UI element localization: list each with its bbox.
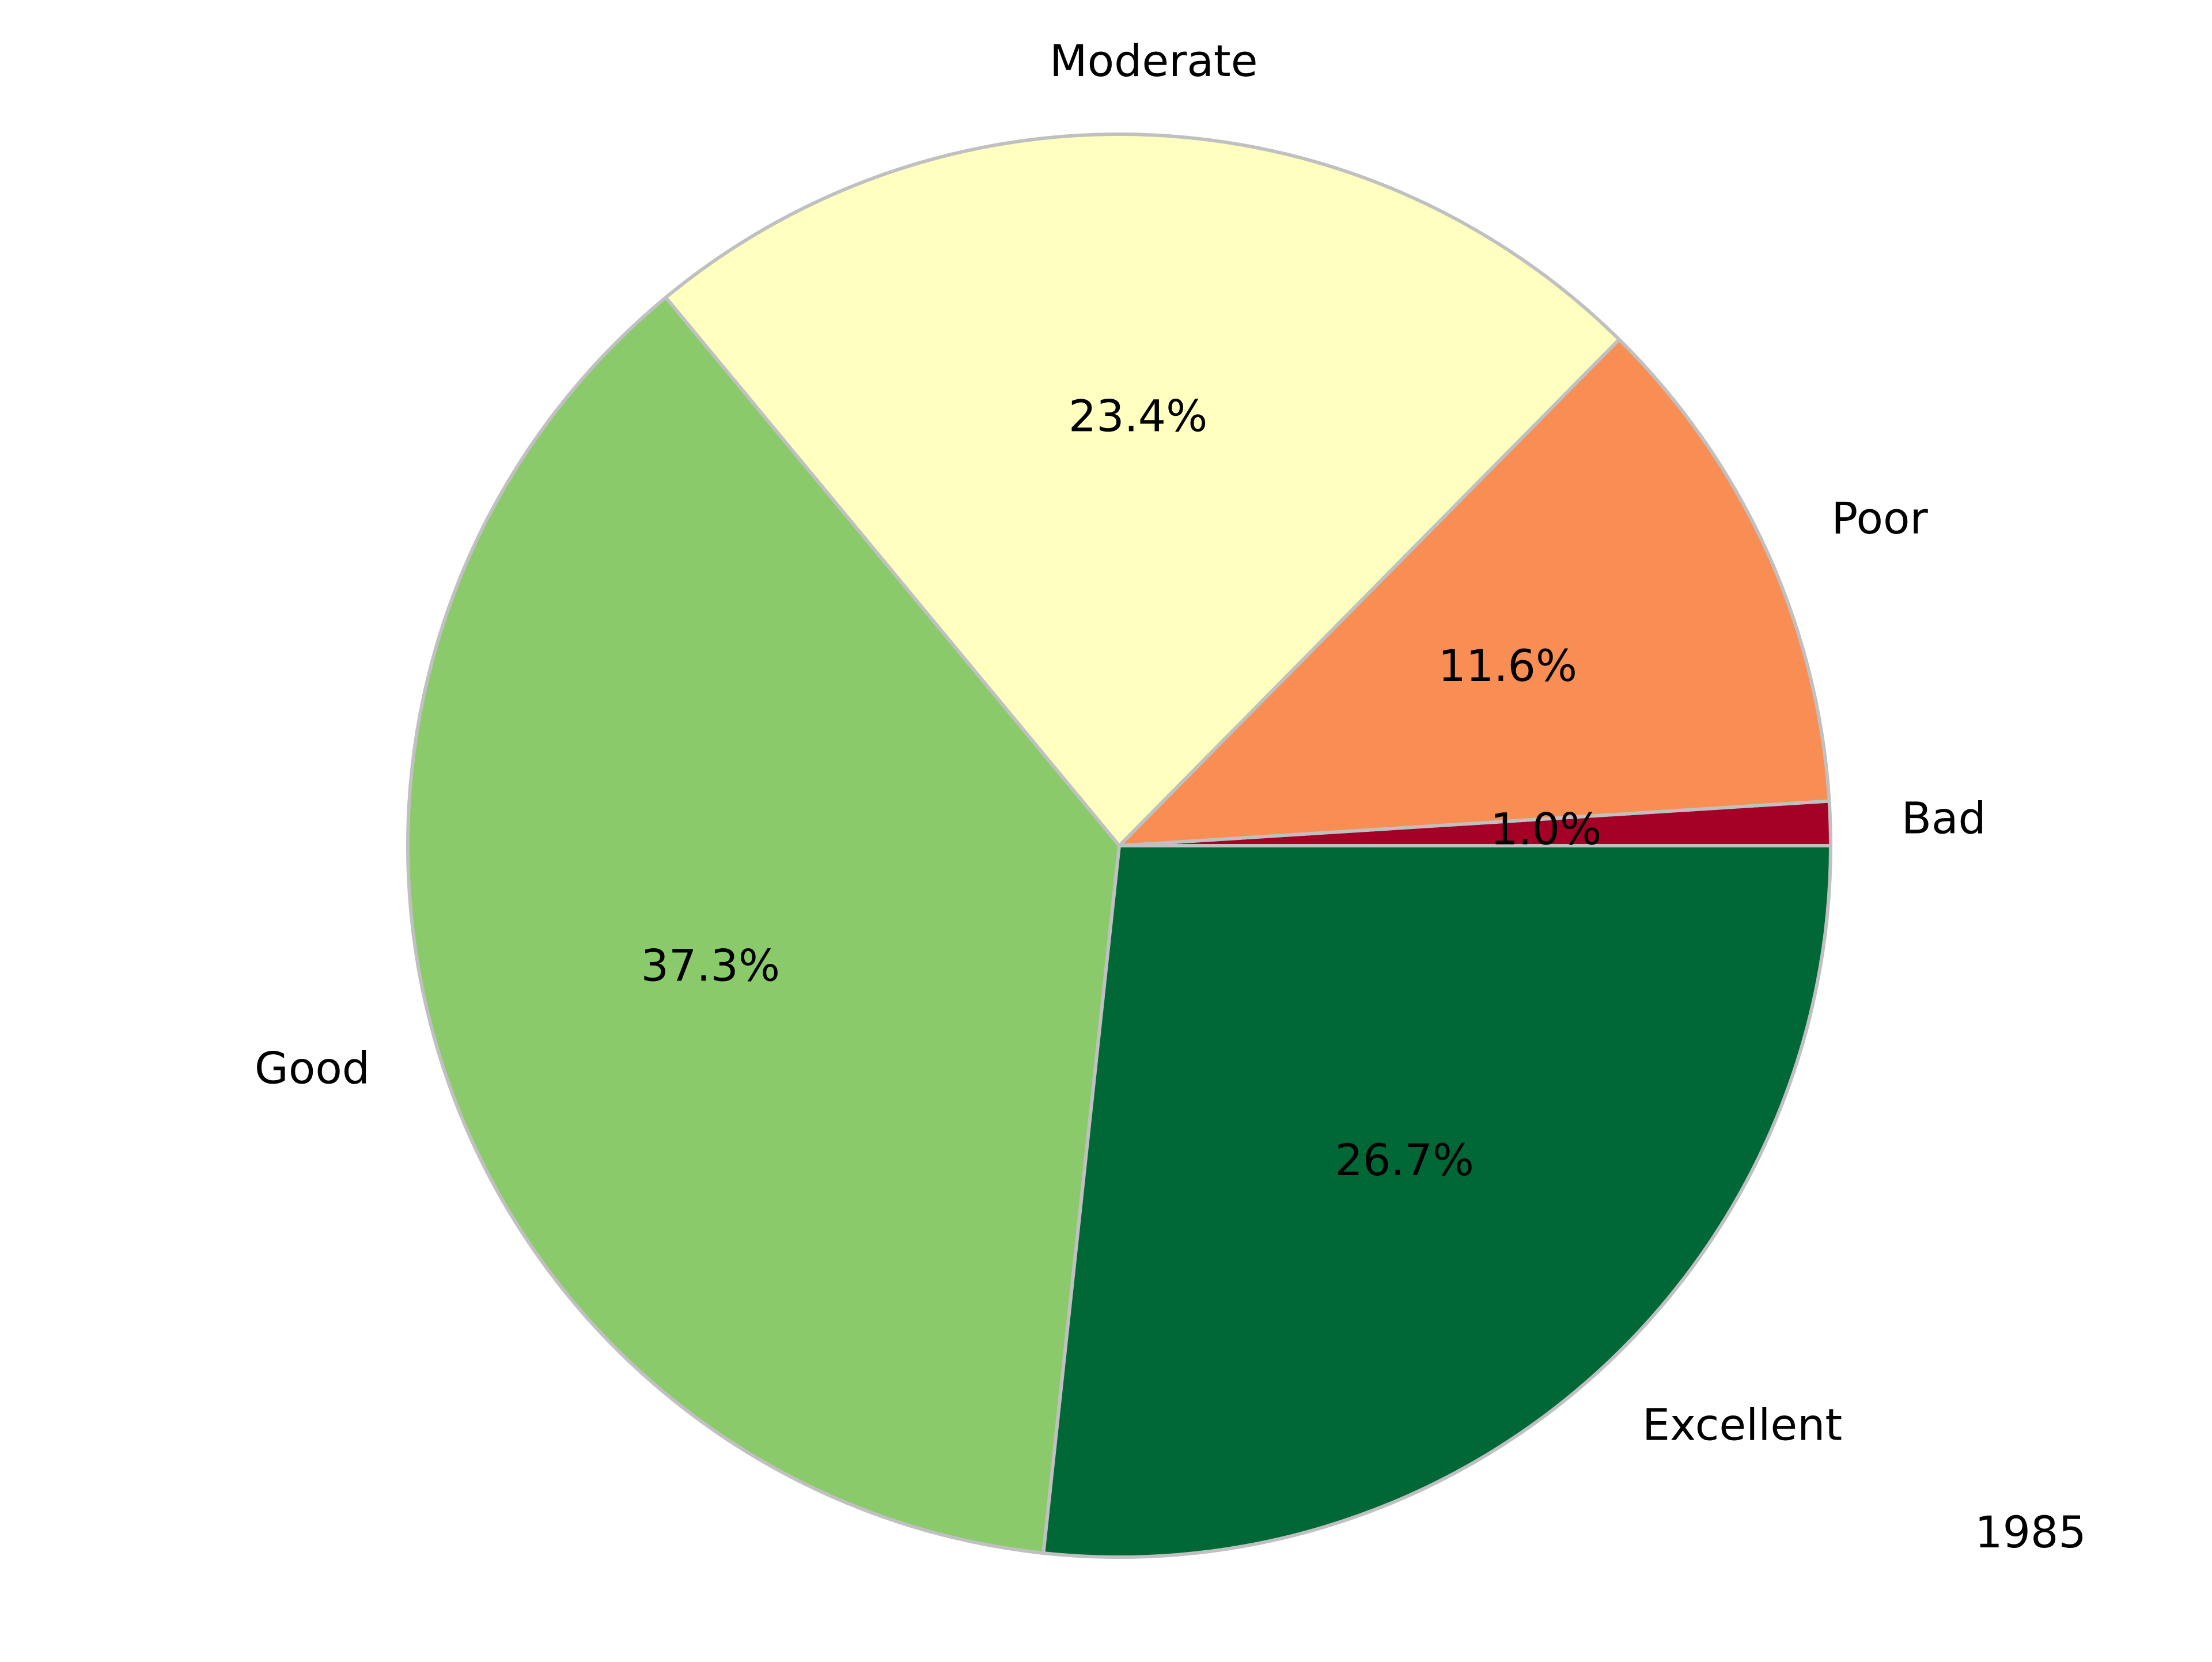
pie-category-label-moderate: Moderate <box>1050 35 1257 86</box>
pie-slice-excellent <box>1041 844 1832 1559</box>
year-annotation: 1985 <box>1975 1506 2086 1558</box>
slices-layer <box>406 132 1832 1559</box>
pie-category-label-excellent: Excellent <box>1642 1399 1842 1450</box>
pie-slice-moderate <box>664 132 1621 847</box>
pie-category-label-good: Good <box>255 1042 370 1093</box>
pie-pct-label-good: 37.3% <box>641 940 780 991</box>
pie-category-label-bad: Bad <box>1902 792 1986 843</box>
pie-pct-label-excellent: 26.7% <box>1335 1134 1474 1186</box>
pie-pct-label-moderate: 23.4% <box>1069 391 1207 442</box>
pie-pct-label-bad: 1.0% <box>1490 804 1601 855</box>
pie-pct-label-poor: 11.6% <box>1438 640 1577 691</box>
pie-slice-poor <box>1118 338 1831 847</box>
pie-category-label-poor: Poor <box>1831 493 1928 544</box>
pie-slice-good <box>406 296 1121 1555</box>
labels-layer: 1.0% Bad 11.6% Poor 23.4% Moderate 37.3% Good 26… <box>255 35 1986 1451</box>
